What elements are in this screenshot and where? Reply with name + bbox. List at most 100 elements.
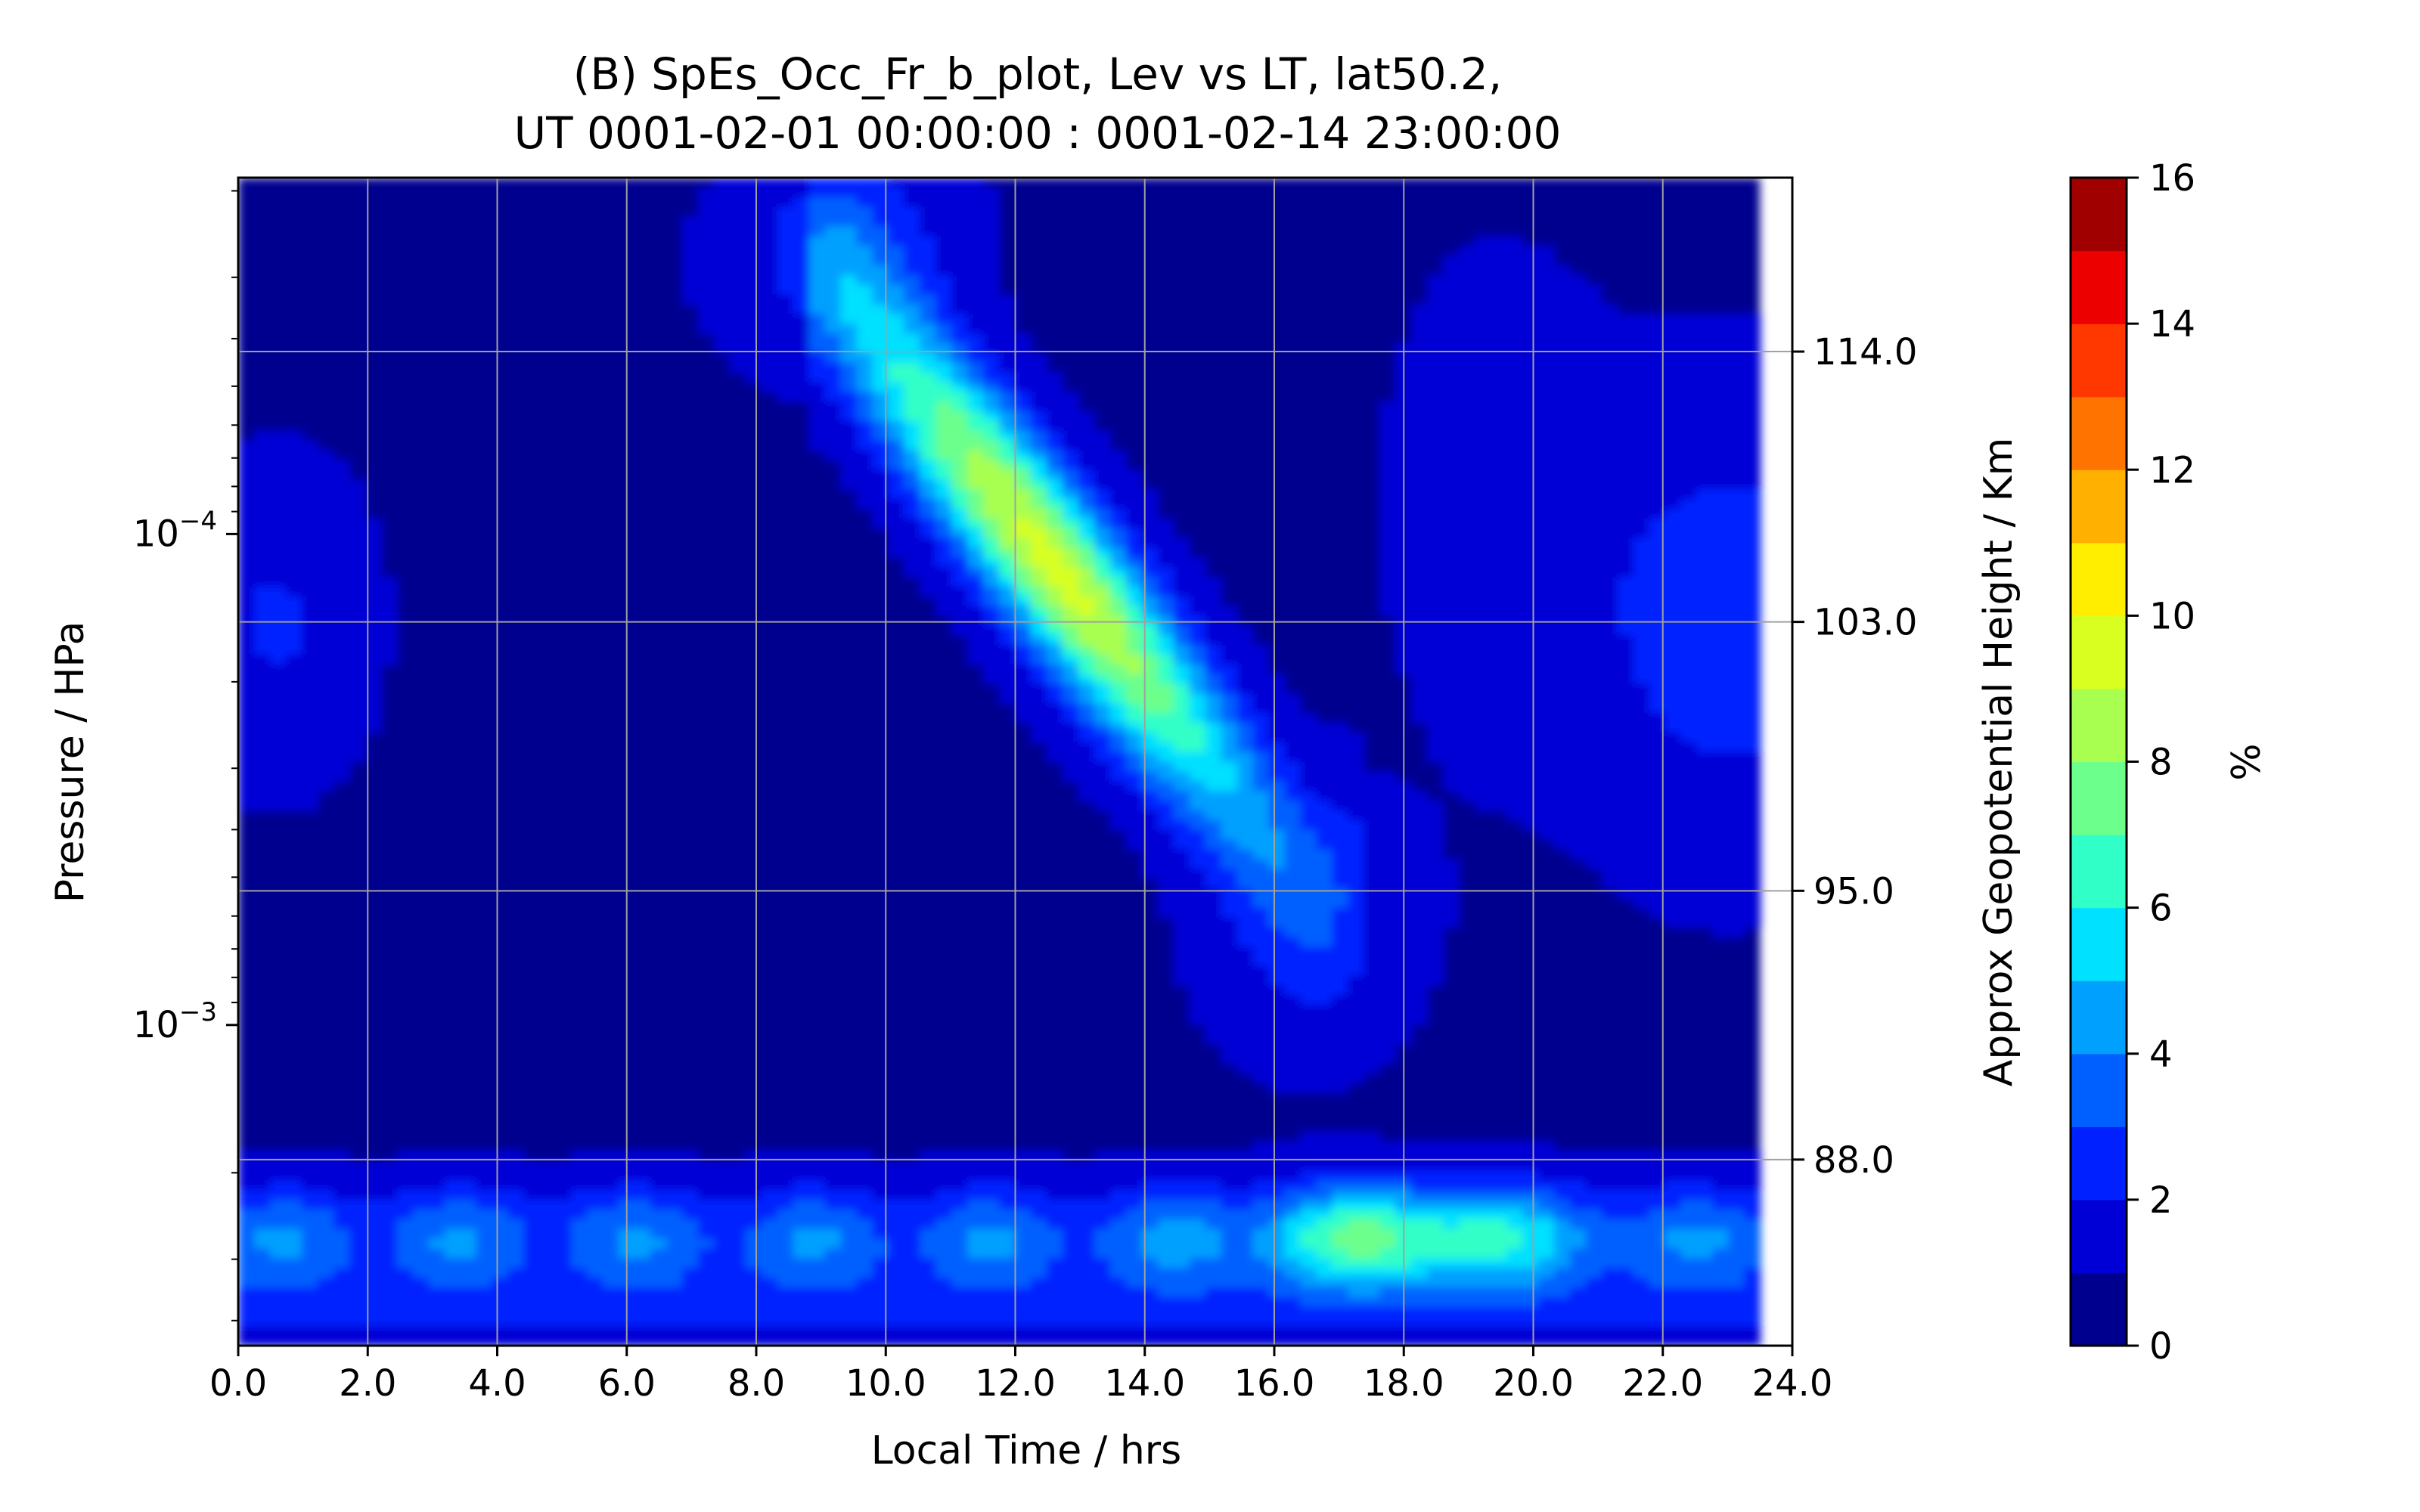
contour-cell [1316, 742, 1333, 753]
contour-cell [1284, 1180, 1302, 1191]
contour-cell [1490, 674, 1507, 685]
contour-cell [365, 625, 382, 637]
contour-cell [1728, 1199, 1745, 1210]
contour-cell [1094, 723, 1111, 733]
contour-cell [380, 625, 398, 637]
contour-cell [1078, 411, 1095, 422]
contour-cell [1553, 742, 1571, 753]
contour-cell [1665, 801, 1682, 811]
contour-cell [1173, 927, 1190, 938]
contour-cell [1015, 1268, 1032, 1278]
contour-cell [1062, 596, 1079, 607]
contour-cell [1712, 1258, 1730, 1269]
contour-cell [697, 265, 715, 276]
contour-cell [951, 1160, 969, 1172]
contour-cell [1094, 751, 1111, 763]
contour-cell [1633, 723, 1650, 733]
contour-cell [349, 742, 366, 753]
contour-cell [1744, 839, 1761, 850]
contour-cell [1569, 1219, 1587, 1230]
contour-cell [1617, 489, 1634, 500]
contour-cell [349, 674, 366, 685]
contour-cell [1744, 849, 1761, 860]
contour-cell [1744, 498, 1761, 510]
contour-cell [1569, 635, 1587, 646]
contour-cell [1300, 761, 1317, 773]
contour-cell [349, 518, 366, 529]
contour-cell [1474, 1268, 1491, 1278]
contour-cell [999, 372, 1016, 383]
contour-cell [1141, 586, 1159, 597]
contour-cell [1411, 674, 1429, 685]
contour-cell [1379, 596, 1397, 607]
contour-cell [1490, 742, 1507, 753]
contour-cell [1062, 1160, 1079, 1172]
contour-cell [1553, 1268, 1571, 1278]
contour-cell [1094, 489, 1111, 500]
contour-cell [1649, 839, 1666, 850]
contour-cell [1427, 965, 1444, 977]
contour-cell [1300, 751, 1317, 763]
contour-cell [1015, 528, 1032, 539]
contour-cell [1379, 1199, 1397, 1210]
contour-cell [1236, 937, 1254, 948]
contour-cell [1665, 1277, 1682, 1288]
contour-cell [1728, 1180, 1745, 1191]
contour-cell [1221, 1024, 1238, 1036]
contour-cell [888, 197, 905, 208]
contour-cell [1173, 635, 1190, 646]
contour-cell [793, 392, 810, 403]
contour-cell [1442, 557, 1460, 569]
contour-cell [238, 576, 255, 587]
contour-cell [1173, 869, 1190, 880]
contour-cell [1379, 508, 1397, 519]
contour-cell [1537, 1190, 1555, 1201]
contour-cell [1665, 382, 1682, 393]
contour-cell [872, 1297, 889, 1308]
contour-cell [1094, 1268, 1111, 1278]
contour-cell [935, 518, 953, 529]
contour-cell [1300, 839, 1317, 850]
contour-cell [603, 1306, 620, 1318]
contour-cell [1125, 1190, 1143, 1201]
contour-cell [571, 1180, 588, 1191]
contour-cell [1252, 1277, 1270, 1288]
contour-cell [1411, 479, 1429, 491]
contour-cell [1078, 460, 1095, 471]
contour-cell [745, 294, 762, 305]
contour-cell [1364, 965, 1381, 977]
contour-cell [1316, 956, 1333, 967]
contour-cell [460, 1268, 477, 1278]
contour-cell [1601, 1228, 1618, 1240]
contour-cell [1728, 897, 1745, 909]
contour-cell [967, 1238, 985, 1250]
contour-cell [1506, 732, 1523, 743]
contour-cell [1569, 1268, 1587, 1278]
contour-cell [1015, 625, 1032, 637]
contour-cell [983, 498, 1001, 510]
plot-area [237, 176, 1794, 1347]
contour-cell [1252, 1297, 1270, 1308]
contour-cell [999, 440, 1016, 451]
contour-cell [1696, 742, 1714, 753]
contour-cell [1474, 489, 1491, 500]
contour-cell [1633, 547, 1650, 559]
contour-cell [713, 1190, 731, 1201]
contour-cell [808, 304, 826, 315]
contour-cell [1712, 859, 1730, 870]
contour-cell [1474, 1219, 1491, 1230]
contour-cell [1665, 829, 1682, 841]
contour-cell [1553, 1248, 1571, 1259]
contour-cell [1522, 596, 1539, 607]
contour-cell [1474, 751, 1491, 763]
contour-cell [1728, 625, 1745, 637]
contour-cell [1665, 440, 1682, 451]
contour-cell [1031, 1287, 1047, 1298]
contour-cell [1712, 674, 1730, 685]
contour-cell [1348, 927, 1365, 938]
contour-cell [1221, 1268, 1238, 1278]
contour-cell [951, 1180, 969, 1191]
contour-cell [1617, 392, 1634, 403]
contour-cell [1125, 751, 1143, 763]
contour-cell [1364, 917, 1381, 928]
